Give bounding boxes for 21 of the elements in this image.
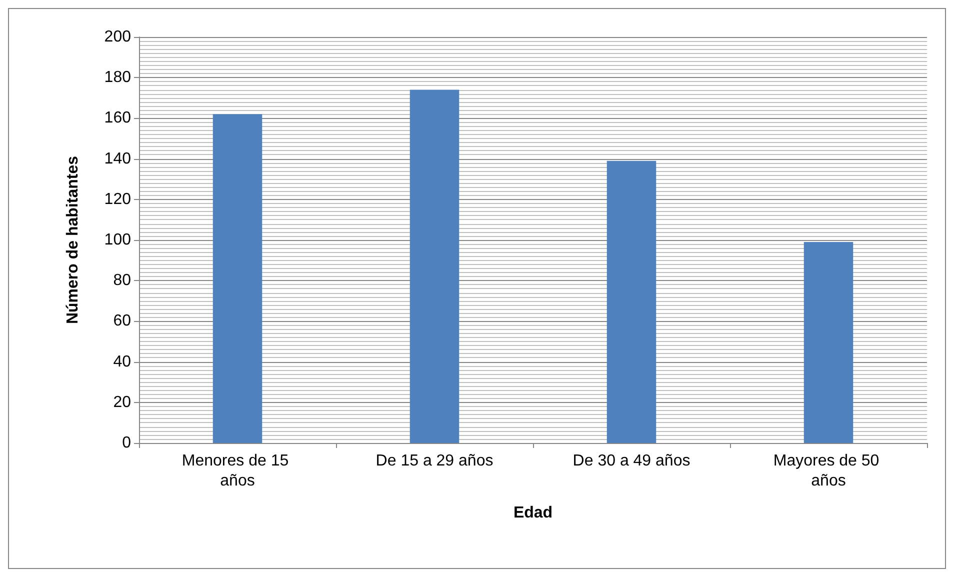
x-axis-title: Edad (513, 504, 553, 522)
bar (804, 242, 854, 443)
y-tick-label: 160 (104, 110, 132, 127)
y-tick-label: 60 (113, 312, 132, 330)
y-axis-title: Número de habitantes (64, 156, 82, 324)
y-tick-label: 80 (113, 272, 132, 290)
y-tick-label: 140 (104, 150, 132, 168)
y-tick-label: 20 (113, 394, 132, 411)
x-tick-label: Menores de 15 años (182, 452, 294, 490)
bar (212, 114, 262, 443)
y-tick-label: 120 (104, 190, 132, 208)
y-tick-label: 200 (104, 28, 132, 46)
x-tick-label: De 30 a 49 años (572, 452, 690, 470)
y-tick-label: 0 (122, 434, 132, 452)
bar (410, 90, 460, 443)
y-tick-label: 180 (104, 69, 132, 86)
bar (606, 160, 656, 443)
x-tick-label: Mayores de 50 años (773, 452, 884, 490)
y-tick-label: 40 (113, 353, 132, 370)
x-tick-label: De 15 a 29 años (376, 452, 494, 470)
y-tick-label: 100 (104, 232, 132, 248)
